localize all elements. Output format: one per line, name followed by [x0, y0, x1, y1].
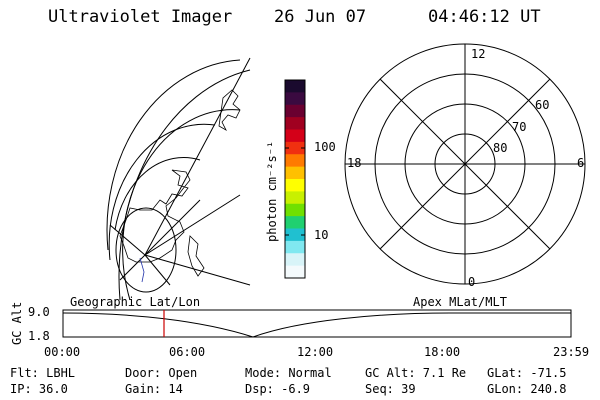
dsp-status: Dsp: -6.9	[245, 382, 311, 396]
geographic-map	[106, 57, 251, 301]
gain-status: Gain: 14	[125, 382, 183, 396]
colorbar-segment	[285, 253, 305, 267]
mlt-label-dusk: 18	[347, 156, 362, 170]
time-tick-2359: 23:59	[553, 345, 590, 359]
altitude-timeline	[62, 309, 572, 338]
time-tick-0000: 00:00	[44, 345, 81, 359]
time-tick-0600: 06:00	[169, 345, 206, 359]
seq-status: Seq: 39	[365, 382, 416, 396]
gc-alt-min: 1.8	[28, 329, 50, 343]
instrument-title: Ultraviolet Imager	[48, 7, 233, 27]
mlat-label-70: 70	[512, 120, 527, 134]
colorbar-segment	[285, 80, 305, 93]
colorbar-frame	[284, 79, 306, 279]
mlt-label-dawn: 6	[577, 156, 585, 170]
colorbar-tick-100: 100	[314, 140, 336, 154]
colorbar-segment	[285, 191, 305, 205]
colorbar-segment	[285, 216, 305, 230]
mode-status: Mode: Normal	[245, 366, 332, 380]
colorbar-segment	[285, 117, 305, 131]
mlt-label-noon: 12	[471, 47, 486, 61]
ip-status: IP: 36.0	[10, 382, 68, 396]
colorbar-unit-label: photon cm⁻²s⁻¹	[265, 140, 279, 242]
colorbar-segment	[285, 240, 305, 254]
mlat-label-80: 80	[493, 141, 508, 155]
colorbar-segment	[285, 92, 305, 106]
colorbar-tick-10: 10	[314, 228, 329, 242]
colorbar-segment	[285, 265, 305, 279]
mlt-label-midnight: 0	[468, 275, 476, 289]
time-tick-1800: 18:00	[424, 345, 461, 359]
observation-date: 26 Jun 07	[274, 7, 367, 27]
colorbar-segment	[285, 104, 305, 118]
gc-alt-axis-title: GC Alt	[10, 301, 24, 345]
colorbar-segment	[285, 129, 305, 143]
filter-status: Flt: LBHL	[10, 366, 76, 380]
glat-status: GLat: -71.5	[487, 366, 567, 380]
colorbar-segment	[285, 203, 305, 217]
colorbar-segment	[285, 179, 305, 192]
colorbar-segment	[285, 166, 305, 180]
time-tick-1200: 12:00	[297, 345, 334, 359]
geographic-label: Geographic Lat/Lon	[70, 295, 201, 309]
mlat-label-60: 60	[535, 98, 550, 112]
colorbar-segment	[285, 141, 305, 155]
colorbar	[285, 80, 305, 279]
gc-alt-max: 9.0	[28, 305, 50, 319]
observation-time: 04:46:12 UT	[428, 7, 541, 27]
colorbar-segment	[285, 154, 305, 168]
glon-status: GLon: 240.8	[487, 382, 567, 396]
gc-alt-status: GC Alt: 7.1 Re	[365, 366, 467, 380]
polar-plot	[344, 43, 586, 285]
door-status: Door: Open	[125, 366, 198, 380]
colorbar-segment	[285, 228, 305, 242]
apex-label: Apex MLat/MLT	[413, 295, 507, 309]
